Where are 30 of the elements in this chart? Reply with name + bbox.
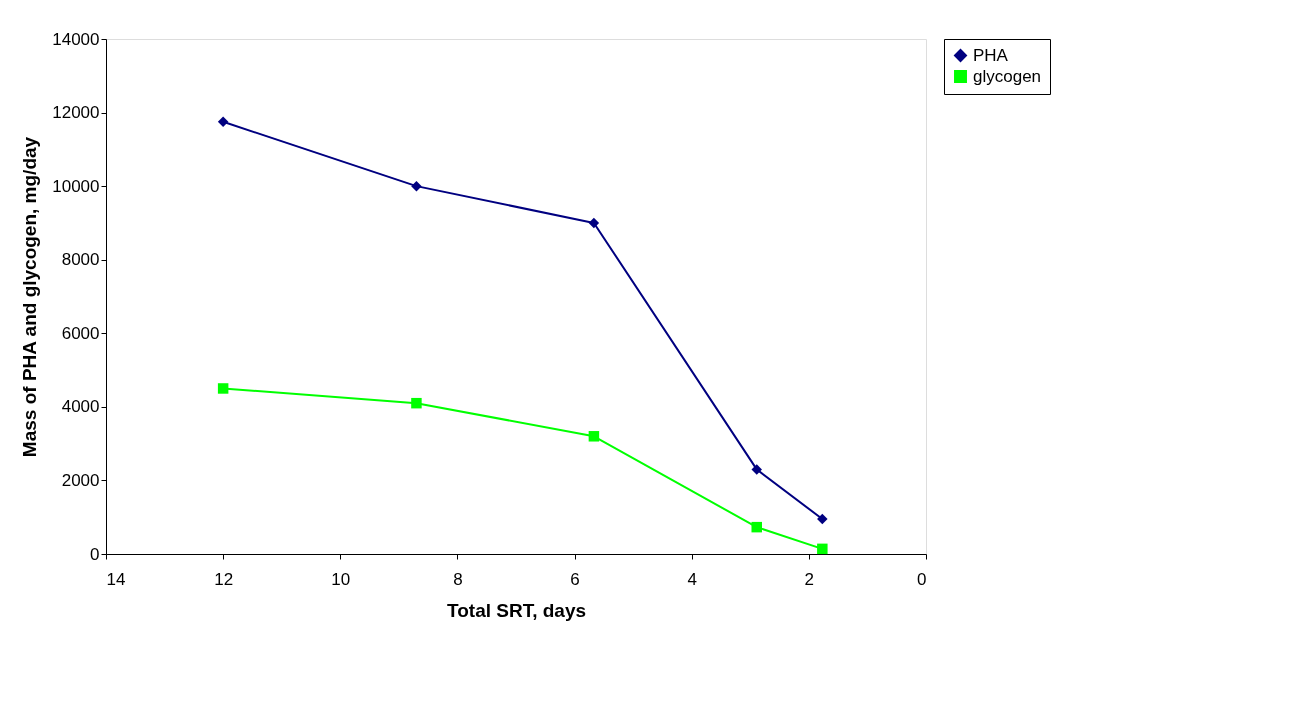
x-tick-label: 6 (570, 569, 580, 589)
point (817, 543, 828, 555)
point (217, 383, 229, 394)
point (588, 217, 600, 229)
point (411, 180, 422, 192)
legend-label: glycogen (973, 66, 1042, 86)
x-axis-title: Total SRT, days (446, 599, 587, 621)
x-tick-label: 0 (917, 569, 927, 589)
y-axis-title: Mass of PHA and glycogen, mg/day (19, 136, 41, 458)
x-tick-label: 2 (804, 569, 815, 589)
y-tick-label: 2000 (61, 470, 100, 490)
point (751, 521, 762, 533)
y-tick-label: 6000 (61, 323, 100, 343)
legend-label: PHA (973, 45, 1009, 65)
x-tick-label: 8 (453, 569, 463, 589)
point (751, 464, 762, 475)
y-tick-label: 12000 (52, 103, 100, 123)
y-tick-label: 14000 (52, 29, 100, 49)
x-tick-label: 12 (214, 569, 234, 589)
y-tick-label: 4000 (61, 397, 100, 417)
x-tick-label: 10 (331, 569, 351, 589)
y-tick-label: 10000 (52, 176, 100, 196)
point (411, 397, 422, 409)
point (217, 116, 229, 128)
y-tick-label: 8000 (61, 250, 100, 270)
point (817, 513, 828, 525)
point (588, 431, 600, 442)
y-tick-label: 0 (90, 544, 100, 564)
x-tick-label: 4 (687, 569, 697, 589)
x-tick-label: 14 (106, 569, 126, 589)
